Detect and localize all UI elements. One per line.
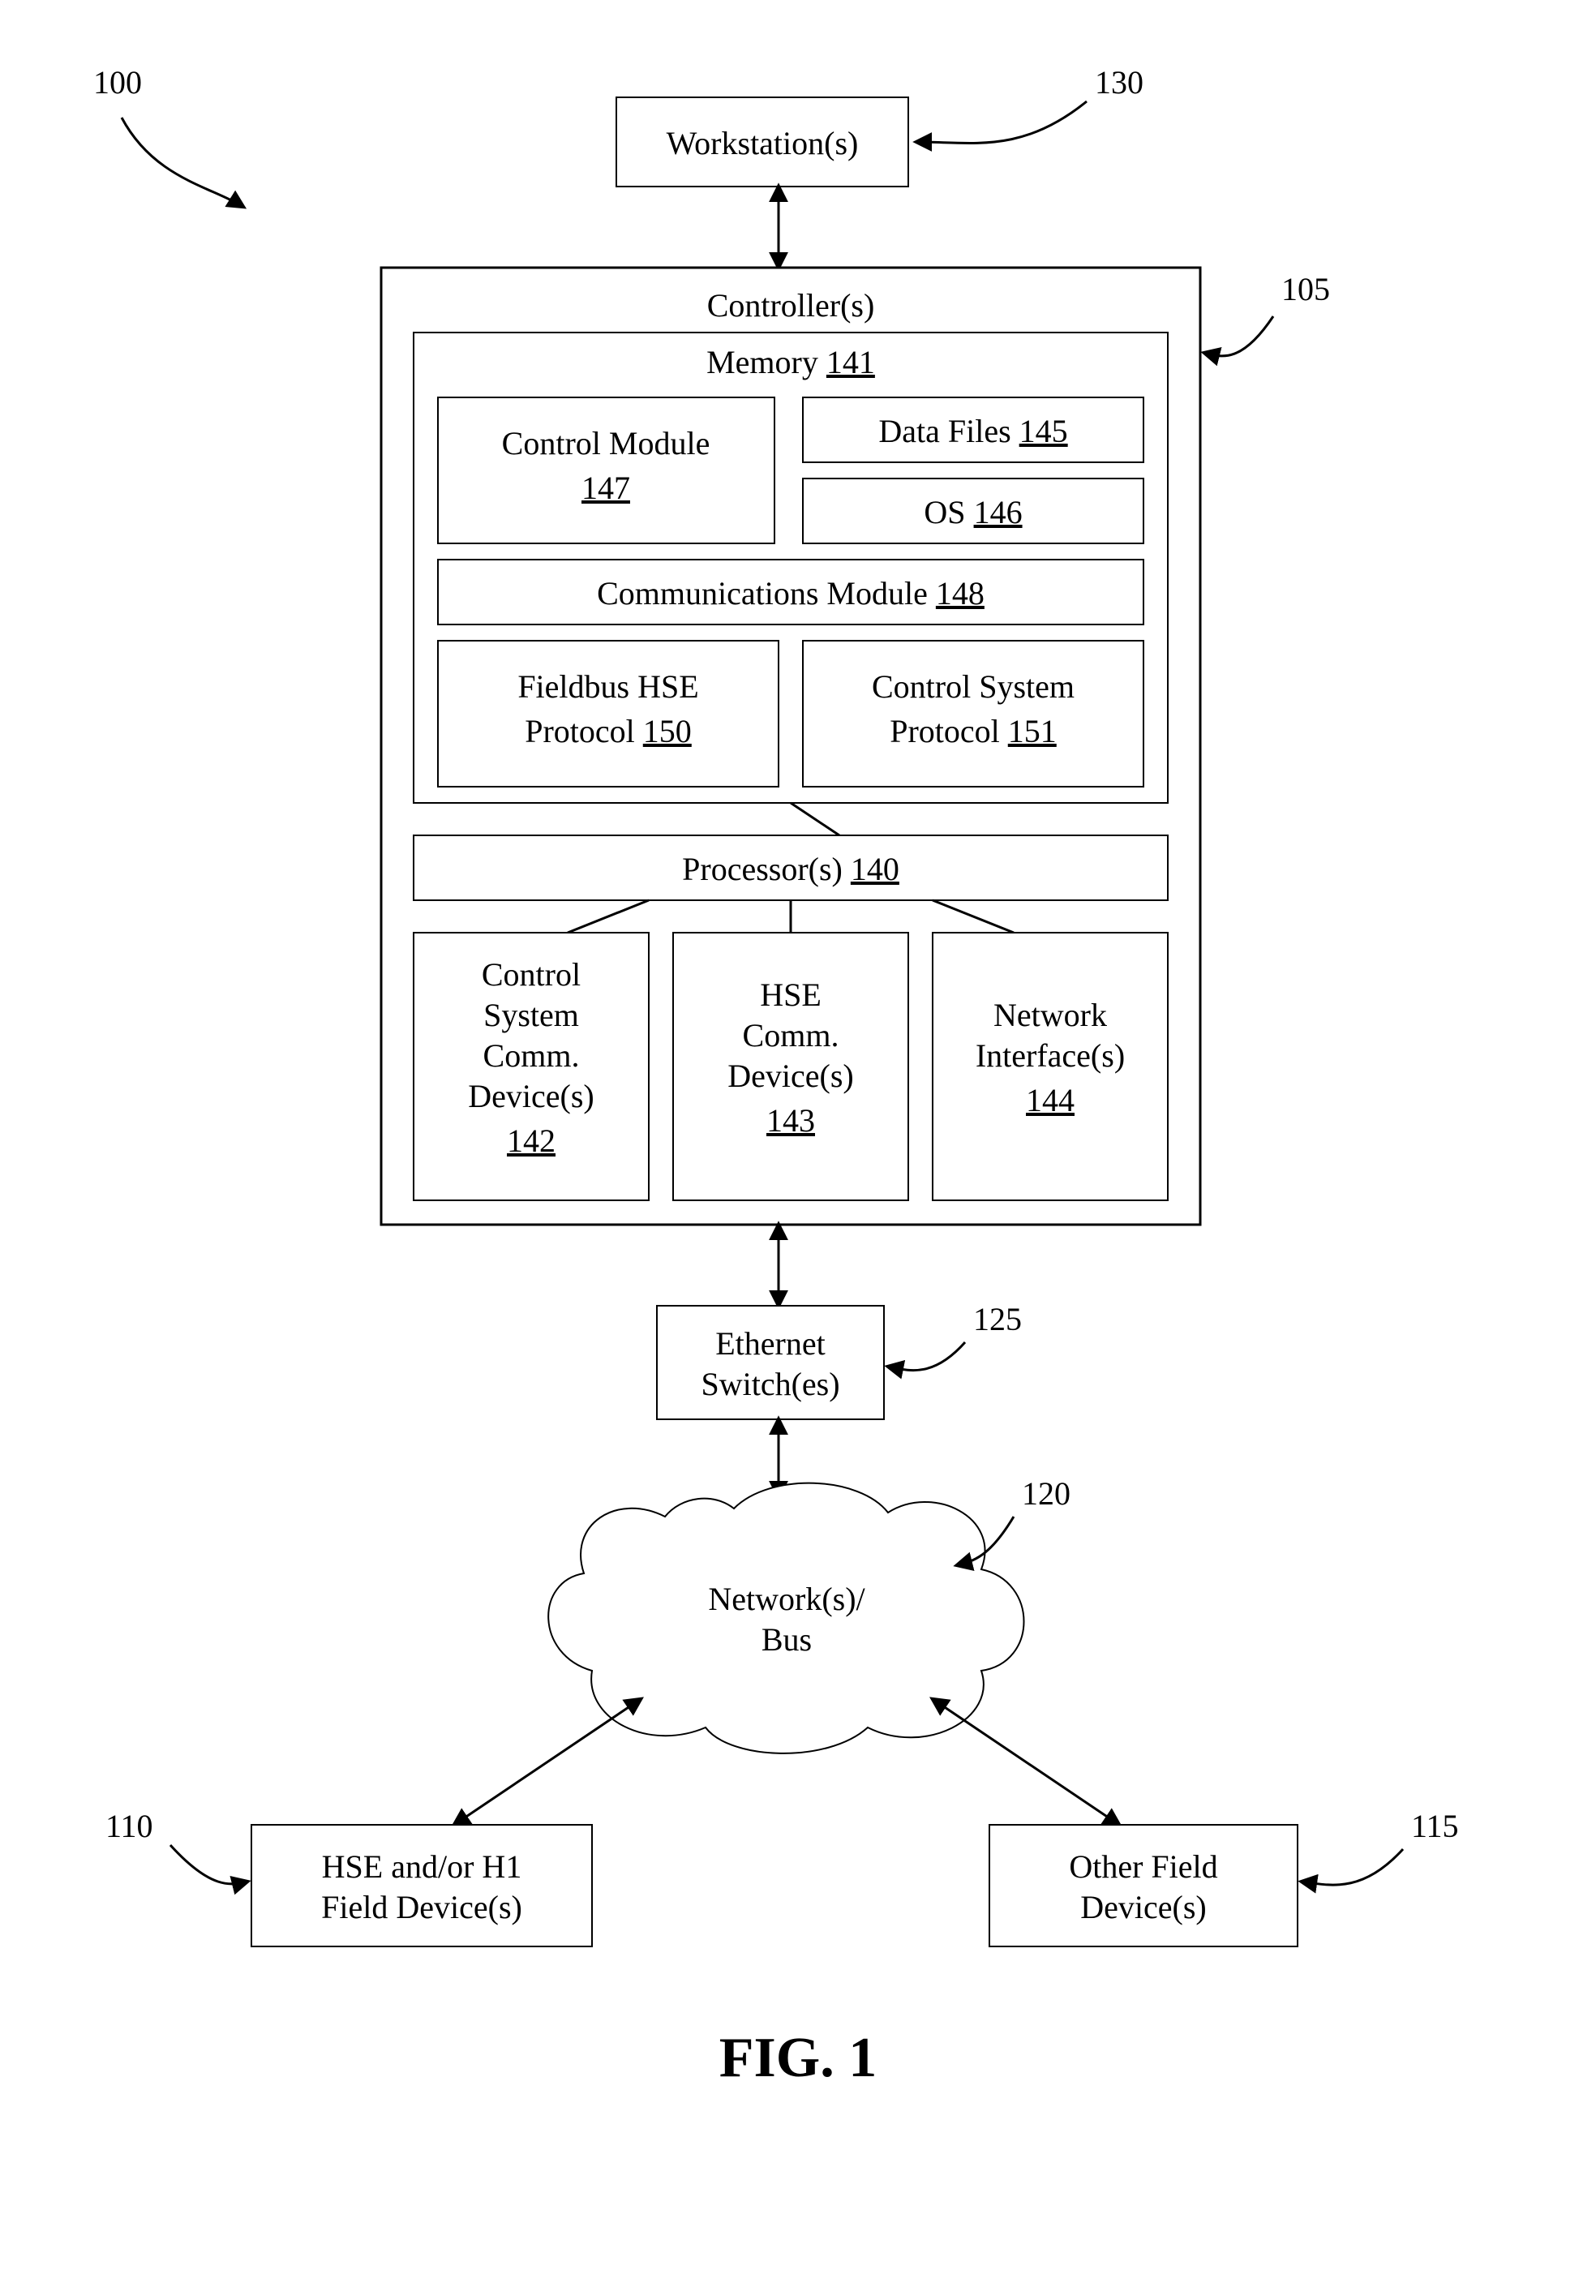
svg-text:Ethernet: Ethernet (715, 1325, 826, 1362)
refnum-controller: 105 (1204, 271, 1330, 356)
node-hse-h1-field-device: HSE and/or H1 Field Device(s) (251, 1825, 592, 1946)
node-processors: Processor(s) 140 (414, 835, 1168, 900)
node-control-system-protocol: Control System Protocol 151 (803, 641, 1143, 787)
svg-text:Network: Network (993, 997, 1107, 1033)
node-network-interface: Network Interface(s) 144 (933, 933, 1168, 1200)
svg-text:Bus: Bus (762, 1621, 812, 1658)
refnum-workstation: 130 (916, 64, 1143, 143)
node-hse-comm-device: HSE Comm. Device(s) 143 (673, 933, 908, 1200)
svg-text:Device(s): Device(s) (727, 1058, 853, 1094)
refnum-ethernet-switch: 125 (888, 1301, 1022, 1371)
svg-text:142: 142 (507, 1122, 556, 1159)
svg-text:Protocol 150: Protocol 150 (525, 713, 692, 749)
svg-text:Comm.: Comm. (483, 1037, 580, 1074)
svg-text:Network(s)/: Network(s)/ (708, 1581, 865, 1617)
svg-text:Controller(s): Controller(s) (707, 287, 875, 324)
refnum-system: 100 (93, 64, 243, 207)
node-os: OS 146 (803, 479, 1143, 543)
svg-text:144: 144 (1026, 1082, 1075, 1118)
svg-text:130: 130 (1095, 64, 1143, 101)
node-data-files: Data Files 145 (803, 397, 1143, 462)
node-cs-comm-device: Control System Comm. Device(s) 142 (414, 933, 649, 1200)
svg-text:Control Module: Control Module (502, 425, 710, 461)
svg-text:Protocol 151: Protocol 151 (890, 713, 1057, 749)
svg-text:Control: Control (482, 956, 581, 993)
svg-text:Data Files 145: Data Files 145 (878, 413, 1067, 449)
refnum-hse-h1: 110 (105, 1808, 247, 1884)
svg-text:Switch(es): Switch(es) (701, 1366, 839, 1402)
svg-text:Communications Module 148: Communications Module 148 (597, 575, 985, 612)
svg-text:System: System (483, 997, 579, 1033)
node-control-module: Control Module 147 (438, 397, 774, 543)
svg-text:HSE: HSE (760, 976, 822, 1013)
node-comm-module: Communications Module 148 (438, 560, 1143, 624)
node-workstation: Workstation(s) (616, 97, 908, 187)
svg-text:Fieldbus HSE: Fieldbus HSE (517, 668, 698, 705)
svg-text:Other Field: Other Field (1069, 1848, 1217, 1885)
figure-caption: FIG. 1 (719, 2027, 877, 2089)
svg-text:OS 146: OS 146 (924, 494, 1022, 530)
edge-cloud-hse (454, 1699, 641, 1825)
svg-text:Processor(s) 140: Processor(s) 140 (682, 851, 899, 887)
svg-text:Interface(s): Interface(s) (976, 1037, 1125, 1074)
svg-text:110: 110 (105, 1808, 153, 1844)
svg-text:115: 115 (1411, 1808, 1459, 1844)
svg-text:Workstation(s): Workstation(s) (667, 125, 859, 161)
svg-text:147: 147 (581, 470, 630, 506)
svg-text:Control System: Control System (872, 668, 1075, 705)
svg-text:Field Device(s): Field Device(s) (321, 1889, 522, 1925)
refnum-other-field: 115 (1302, 1808, 1459, 1885)
svg-text:143: 143 (766, 1102, 815, 1139)
node-other-field-device: Other Field Device(s) (989, 1825, 1298, 1946)
svg-text:HSE and/or H1: HSE and/or H1 (322, 1848, 522, 1885)
svg-text:Memory 141: Memory 141 (706, 344, 875, 380)
edge-cloud-other (933, 1699, 1119, 1825)
svg-text:Device(s): Device(s) (1080, 1889, 1206, 1925)
svg-text:Device(s): Device(s) (468, 1078, 594, 1114)
svg-text:Comm.: Comm. (743, 1017, 839, 1054)
svg-text:105: 105 (1281, 271, 1330, 307)
svg-text:120: 120 (1022, 1475, 1070, 1512)
node-fieldbus-hse-protocol: Fieldbus HSE Protocol 150 (438, 641, 779, 787)
node-ethernet-switch: Ethernet Switch(es) (657, 1306, 884, 1419)
svg-text:100: 100 (93, 64, 142, 101)
svg-text:125: 125 (973, 1301, 1022, 1337)
